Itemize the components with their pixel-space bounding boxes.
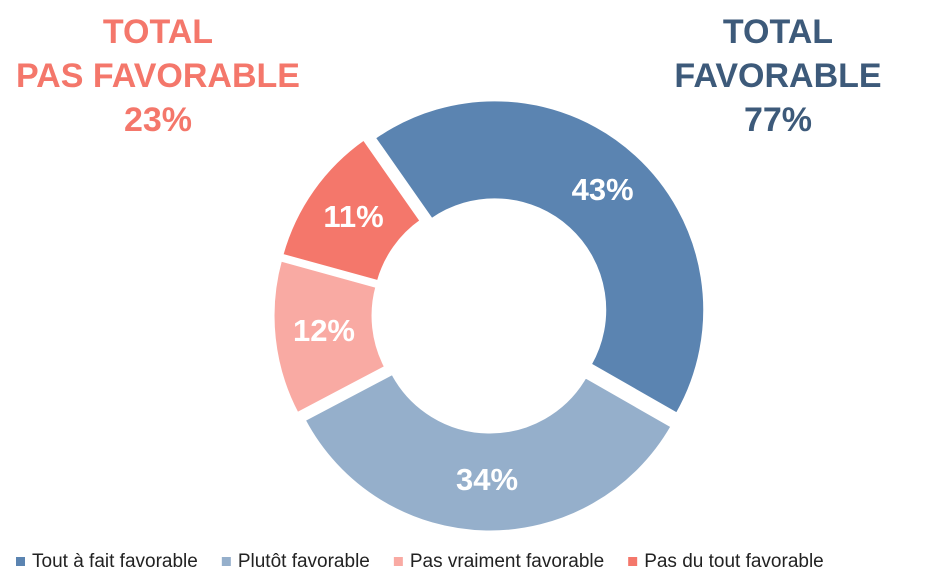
legend-swatch [393, 557, 403, 566]
legend-swatch [628, 557, 638, 566]
annotation-text: FAVORABLE [674, 57, 881, 95]
legend-label: Tout à fait favorable [32, 551, 198, 572]
donut-slice [372, 98, 707, 417]
legend-swatch [221, 557, 231, 566]
legend-label: Pas du tout favorable [644, 551, 824, 572]
annotation-value: 77% [744, 101, 812, 139]
annotation-text: TOTAL [103, 13, 213, 51]
legend-label: Pas vraiment favorable [410, 551, 604, 572]
annotation-text: TOTAL [723, 13, 833, 51]
value-label: 43% [572, 172, 634, 207]
donut-slice [279, 136, 424, 284]
annotation-text: PAS FAVORABLE [16, 57, 300, 95]
legend-swatch [16, 557, 25, 566]
value-label: 34% [456, 462, 518, 497]
value-label: 12% [293, 313, 355, 348]
annotation-value: 23% [124, 101, 192, 139]
donut-slice [302, 371, 675, 534]
donut-slice [271, 258, 388, 416]
legend-label: Plutôt favorable [238, 551, 370, 572]
value-label: 11% [323, 199, 383, 234]
